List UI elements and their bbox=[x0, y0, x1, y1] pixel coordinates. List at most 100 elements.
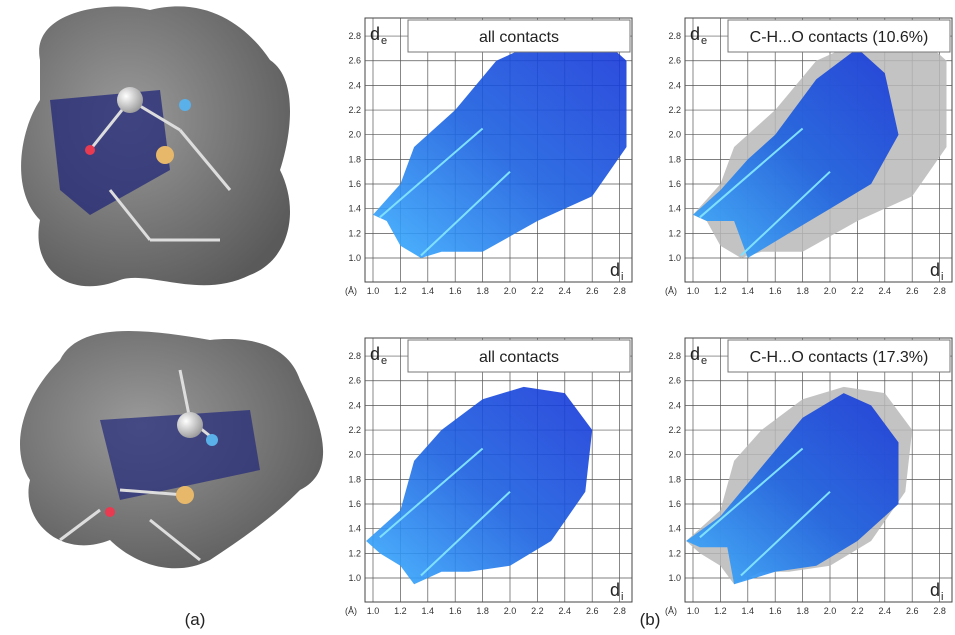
contact-cloud bbox=[366, 386, 593, 585]
x-tick-label: 2.2 bbox=[531, 286, 544, 296]
x-tick-label: 2.0 bbox=[824, 286, 837, 296]
panel-label: (a) bbox=[185, 610, 206, 629]
y-tick-label: 2.2 bbox=[348, 105, 361, 115]
x-tick-label: 1.6 bbox=[449, 606, 462, 616]
plot-title: C-H...O contacts (10.6%) bbox=[750, 29, 929, 46]
contact-cloud bbox=[373, 42, 627, 259]
y-tick-label: 2.4 bbox=[348, 80, 361, 90]
x-axis-label: d bbox=[930, 580, 940, 600]
x-tick-label: 2.4 bbox=[559, 286, 572, 296]
y-tick-label: 1.8 bbox=[668, 154, 681, 164]
y-tick-label: 1.2 bbox=[348, 548, 361, 558]
y-axis-sub: e bbox=[381, 35, 387, 47]
x-tick-label: 1.2 bbox=[394, 606, 407, 616]
unit-label: (Å) bbox=[345, 286, 357, 296]
y-tick-label: 2.2 bbox=[668, 425, 681, 435]
y-tick-label: 1.6 bbox=[348, 499, 361, 509]
y-tick-label: 1.0 bbox=[348, 253, 361, 263]
y-tick-label: 2.6 bbox=[668, 376, 681, 386]
y-tick-label: 2.2 bbox=[668, 105, 681, 115]
spike bbox=[699, 447, 804, 539]
y-tick-label: 1.4 bbox=[668, 524, 681, 534]
x-tick-label: 2.2 bbox=[851, 286, 864, 296]
x-tick-label: 1.2 bbox=[714, 606, 727, 616]
x-tick-label: 1.4 bbox=[742, 606, 755, 616]
y-tick-label: 2.0 bbox=[348, 130, 361, 140]
molecule-top bbox=[21, 6, 290, 287]
x-tick-label: 2.4 bbox=[879, 286, 892, 296]
y-tick-label: 2.0 bbox=[348, 450, 361, 460]
y-tick-label: 2.4 bbox=[668, 400, 681, 410]
y-tick-label: 2.4 bbox=[348, 400, 361, 410]
molecule-bottom bbox=[20, 331, 324, 569]
x-tick-label: 1.8 bbox=[796, 606, 809, 616]
y-tick-label: 1.0 bbox=[668, 253, 681, 263]
x-tick-label: 2.6 bbox=[906, 286, 919, 296]
x-tick-label: 2.4 bbox=[879, 606, 892, 616]
spike bbox=[420, 490, 511, 577]
contact-cloud bbox=[693, 48, 899, 259]
spike bbox=[379, 447, 484, 539]
x-axis-sub: i bbox=[621, 271, 623, 283]
title-box bbox=[727, 19, 951, 53]
y-axis-label: d bbox=[370, 24, 380, 44]
x-tick-label: 1.2 bbox=[394, 286, 407, 296]
x-tick-label: 2.0 bbox=[824, 606, 837, 616]
fingerprint-plot: 1.0 1.2 1.4 1.6 1.8 2.0 2.2 2.4 2.6 2.8 1.0 1.2 1.4 1… bbox=[665, 17, 953, 296]
y-tick-label: 2.6 bbox=[668, 56, 681, 66]
unit-label: (Å) bbox=[665, 286, 677, 296]
y-tick-label: 1.2 bbox=[668, 548, 681, 558]
y-tick-label: 1.0 bbox=[668, 573, 681, 583]
y-tick-label: 1.6 bbox=[668, 499, 681, 509]
unit-label: (Å) bbox=[345, 606, 357, 616]
x-tick-label: 2.4 bbox=[559, 606, 572, 616]
y-axis-label: d bbox=[370, 344, 380, 364]
x-tick-label: 1.8 bbox=[476, 606, 489, 616]
y-tick-label: 2.6 bbox=[348, 376, 361, 386]
x-axis-label: d bbox=[610, 580, 620, 600]
y-tick-label: 2.8 bbox=[668, 31, 681, 41]
title-box bbox=[407, 339, 631, 373]
x-axis-label: d bbox=[610, 260, 620, 280]
y-tick-label: 1.0 bbox=[348, 573, 361, 583]
y-tick-label: 1.6 bbox=[348, 179, 361, 189]
x-tick-label: 1.4 bbox=[422, 286, 435, 296]
plot-title: all contacts bbox=[479, 29, 559, 46]
y-tick-label: 1.8 bbox=[348, 474, 361, 484]
y-tick-label: 2.2 bbox=[348, 425, 361, 435]
x-tick-label: 1.4 bbox=[422, 606, 435, 616]
x-tick-label: 2.8 bbox=[613, 286, 626, 296]
y-tick-label: 2.6 bbox=[348, 56, 361, 66]
fingerprint-plot: 1.0 1.2 1.4 1.6 1.8 2.0 2.2 2.4 2.6 2.8 1.0 1.2 1.4 1… bbox=[345, 17, 633, 296]
x-axis-sub: i bbox=[941, 591, 943, 603]
x-tick-label: 2.6 bbox=[586, 286, 599, 296]
y-axis-sub: e bbox=[701, 355, 707, 367]
x-tick-label: 1.0 bbox=[367, 286, 380, 296]
y-axis-label: d bbox=[690, 344, 700, 364]
x-axis-sub: i bbox=[621, 591, 623, 603]
spike bbox=[740, 170, 831, 257]
y-tick-label: 1.8 bbox=[668, 474, 681, 484]
spike bbox=[379, 127, 484, 219]
title-box bbox=[407, 19, 631, 53]
x-tick-label: 1.0 bbox=[367, 606, 380, 616]
spike bbox=[420, 170, 511, 257]
x-tick-label: 2.2 bbox=[531, 606, 544, 616]
x-tick-label: 2.0 bbox=[504, 606, 517, 616]
y-tick-label: 2.0 bbox=[668, 130, 681, 140]
y-tick-label: 1.8 bbox=[348, 154, 361, 164]
y-tick-label: 2.8 bbox=[348, 351, 361, 361]
y-axis-label: d bbox=[690, 24, 700, 44]
fingerprint-plot: 1.0 1.2 1.4 1.6 1.8 2.0 2.2 2.4 2.6 2.8 1.0 1.2 1.4 1… bbox=[345, 337, 633, 616]
y-tick-label: 2.8 bbox=[348, 31, 361, 41]
y-tick-label: 2.0 bbox=[668, 450, 681, 460]
x-tick-label: 1.6 bbox=[769, 286, 782, 296]
x-tick-label: 1.4 bbox=[742, 286, 755, 296]
unit-label: (Å) bbox=[665, 606, 677, 616]
title-box bbox=[727, 339, 951, 373]
x-tick-label: 1.6 bbox=[449, 286, 462, 296]
x-tick-label: 1.0 bbox=[687, 286, 700, 296]
x-tick-label: 2.0 bbox=[504, 286, 517, 296]
x-tick-label: 1.0 bbox=[687, 606, 700, 616]
